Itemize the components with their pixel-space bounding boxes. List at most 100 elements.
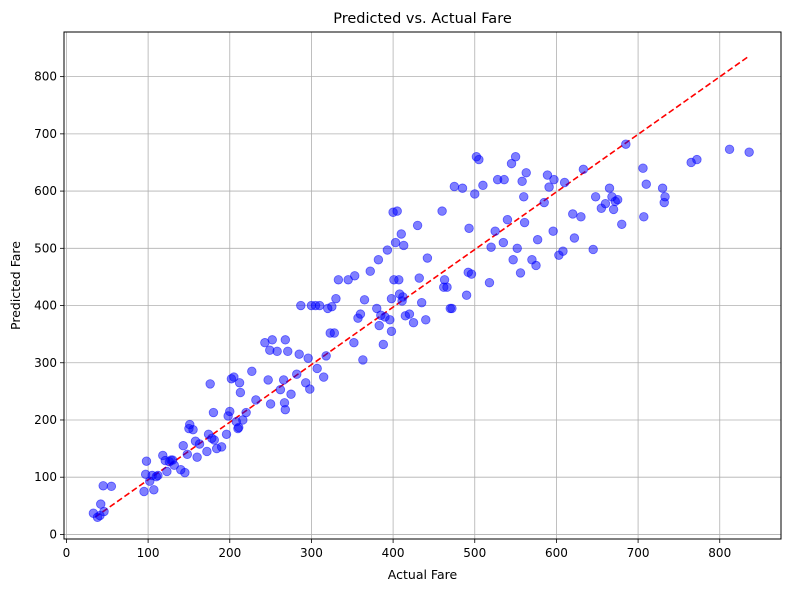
data-point (178, 441, 188, 451)
data-point (382, 245, 393, 255)
data-point (568, 209, 578, 219)
y-tick-label: 500 (34, 241, 57, 255)
data-point (638, 163, 648, 173)
data-point (542, 170, 553, 180)
plot-frame (63, 31, 782, 540)
data-point (512, 243, 522, 254)
data-point (265, 399, 276, 409)
reference-line (94, 55, 749, 518)
data-point (498, 237, 509, 248)
data-point (612, 194, 623, 205)
data-point (321, 351, 331, 361)
data-point (449, 181, 460, 192)
data-point (194, 439, 205, 449)
points-group (88, 139, 754, 522)
x-tick-label: 400 (382, 546, 405, 560)
x-tick-label: 700 (627, 546, 650, 560)
data-point (241, 407, 251, 418)
data-point (392, 206, 402, 216)
y-axis-label: Predicted Fare (8, 241, 23, 330)
data-point (521, 168, 531, 178)
data-point (539, 197, 549, 208)
data-point (373, 255, 384, 265)
data-point (272, 346, 282, 357)
data-point (280, 404, 291, 415)
data-point (312, 363, 322, 374)
data-point (486, 242, 496, 252)
data-point (544, 182, 554, 192)
y-tick-label: 800 (34, 70, 57, 84)
data-point (506, 158, 517, 169)
data-point (99, 506, 109, 517)
y-tick-label: 600 (34, 184, 57, 198)
data-point (280, 335, 291, 345)
data-point (355, 309, 366, 319)
data-point (484, 277, 495, 288)
data-point (548, 226, 558, 236)
data-point (549, 174, 559, 185)
data-point (470, 189, 480, 199)
data-point (229, 372, 239, 382)
data-point (490, 226, 500, 236)
data-point (578, 164, 589, 175)
data-point (267, 335, 277, 345)
reference-line-group (94, 55, 749, 518)
data-point (600, 198, 611, 209)
y-tick-label: 400 (34, 299, 57, 313)
data-point (235, 387, 246, 398)
data-point (278, 375, 289, 385)
data-point (358, 355, 368, 365)
data-point (394, 275, 404, 285)
data-point (412, 220, 423, 231)
data-point (188, 425, 198, 435)
data-point (641, 179, 651, 189)
x-tick-label: 600 (545, 546, 568, 560)
data-point (149, 485, 159, 495)
data-point (162, 466, 172, 477)
data-point (414, 273, 424, 283)
data-point (396, 229, 406, 239)
y-tick-label: 200 (34, 413, 57, 427)
data-point (205, 379, 215, 389)
data-point (386, 326, 397, 336)
data-point (225, 406, 235, 417)
data-point (221, 429, 232, 439)
data-point (251, 395, 261, 405)
data-point (660, 192, 670, 202)
x-tick-label: 100 (137, 546, 160, 560)
data-point (180, 467, 190, 478)
data-point (374, 320, 384, 331)
x-tick-label: 200 (218, 546, 241, 560)
data-point (621, 139, 631, 149)
data-point (153, 470, 163, 481)
y-tick-label: 0 (49, 527, 57, 541)
data-point (106, 481, 117, 492)
data-point (421, 315, 431, 325)
data-point (569, 233, 580, 243)
data-point (576, 212, 586, 222)
data-point (519, 192, 529, 202)
data-point (559, 177, 570, 188)
data-point (464, 223, 474, 233)
data-point (608, 204, 619, 215)
data-point (247, 366, 257, 377)
data-point (508, 255, 518, 265)
data-point (478, 180, 488, 191)
data-point (724, 144, 735, 155)
data-point (283, 346, 293, 357)
data-point (398, 292, 408, 302)
data-point (331, 293, 341, 304)
data-point (515, 268, 526, 278)
data-point (692, 154, 702, 165)
y-tick-label: 100 (34, 470, 57, 484)
data-point (416, 297, 427, 308)
data-point (457, 183, 468, 193)
data-point (408, 317, 419, 328)
x-axis-ticks: 0 100 200 300 400 500 600 700 800 (63, 539, 731, 560)
data-point (372, 303, 382, 314)
data-point (385, 315, 395, 325)
data-point (216, 442, 227, 452)
data-point (657, 183, 668, 193)
data-point (192, 452, 202, 462)
data-point (234, 422, 244, 433)
